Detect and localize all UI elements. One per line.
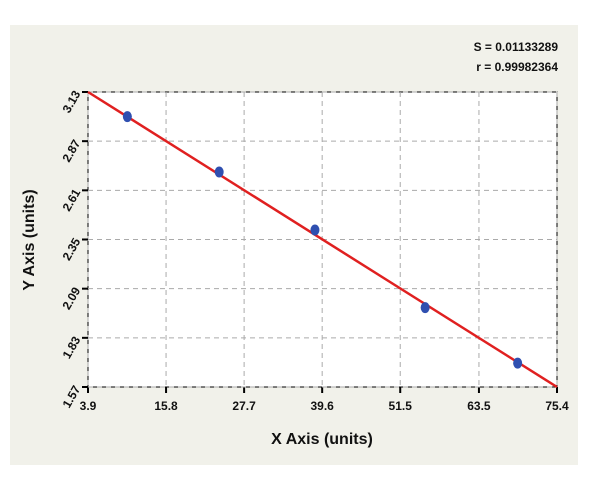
fit-line — [87, 90, 558, 389]
annotation: r = 0.99982364 — [476, 60, 558, 74]
x-tick-label: 15.8 — [154, 399, 178, 413]
x-tick-label: 51.5 — [389, 399, 413, 413]
x-tick-label: 39.6 — [310, 399, 334, 413]
data-point — [513, 357, 523, 369]
data-point — [310, 224, 320, 236]
x-tick-label: 75.4 — [545, 399, 569, 413]
data-point — [420, 302, 430, 314]
x-tick-label: 3.9 — [80, 399, 97, 413]
x-tick-label: 63.5 — [467, 399, 491, 413]
data-point — [122, 111, 132, 123]
annotation: S = 0.01133289 — [474, 40, 559, 54]
y-axis-label: Y Axis (units) — [21, 189, 38, 290]
x-tick-label: 27.7 — [232, 399, 256, 413]
data-point — [214, 166, 224, 178]
x-axis-label: X Axis (units) — [271, 431, 373, 448]
